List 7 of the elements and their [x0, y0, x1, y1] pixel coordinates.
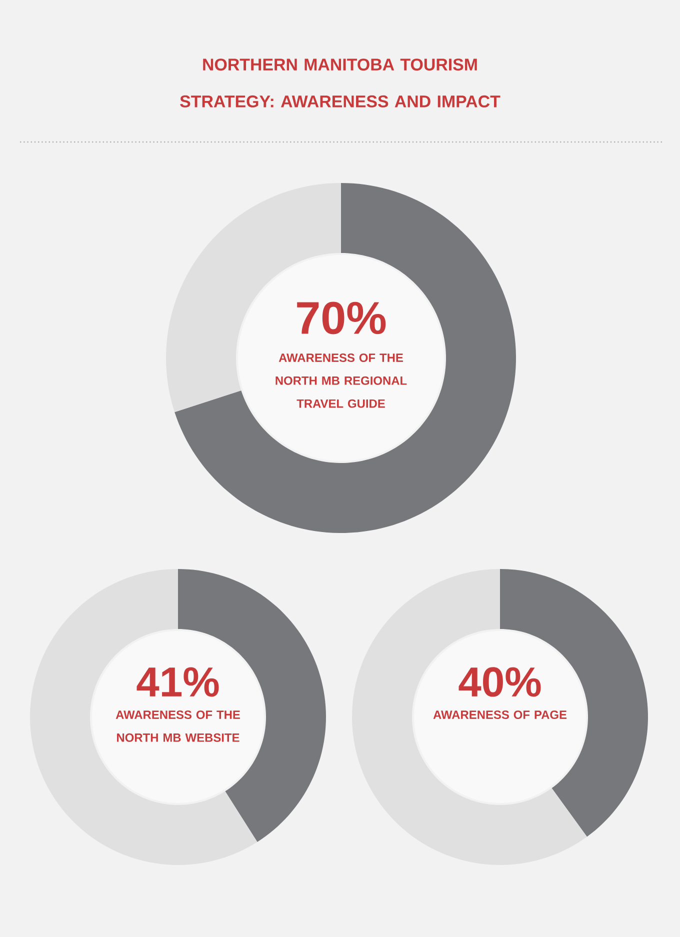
chart-title: NORTHERN MANITOBA TOURISM STRATEGY: AWARENESS AND IMPACT	[180, 58, 500, 108]
data-label: 70%	[297, 302, 386, 334]
text: AWARENESS OF THE NORTH MB REGIONAL TRAVEL GUIDE	[276, 354, 407, 408]
text: AWARENESS OF THE NORTH MB WEBSITE	[116, 710, 240, 742]
text: AWARENESS OF PAGE	[433, 710, 567, 719]
data-label: 40%	[458, 667, 541, 697]
data-label: 41%	[136, 667, 219, 697]
